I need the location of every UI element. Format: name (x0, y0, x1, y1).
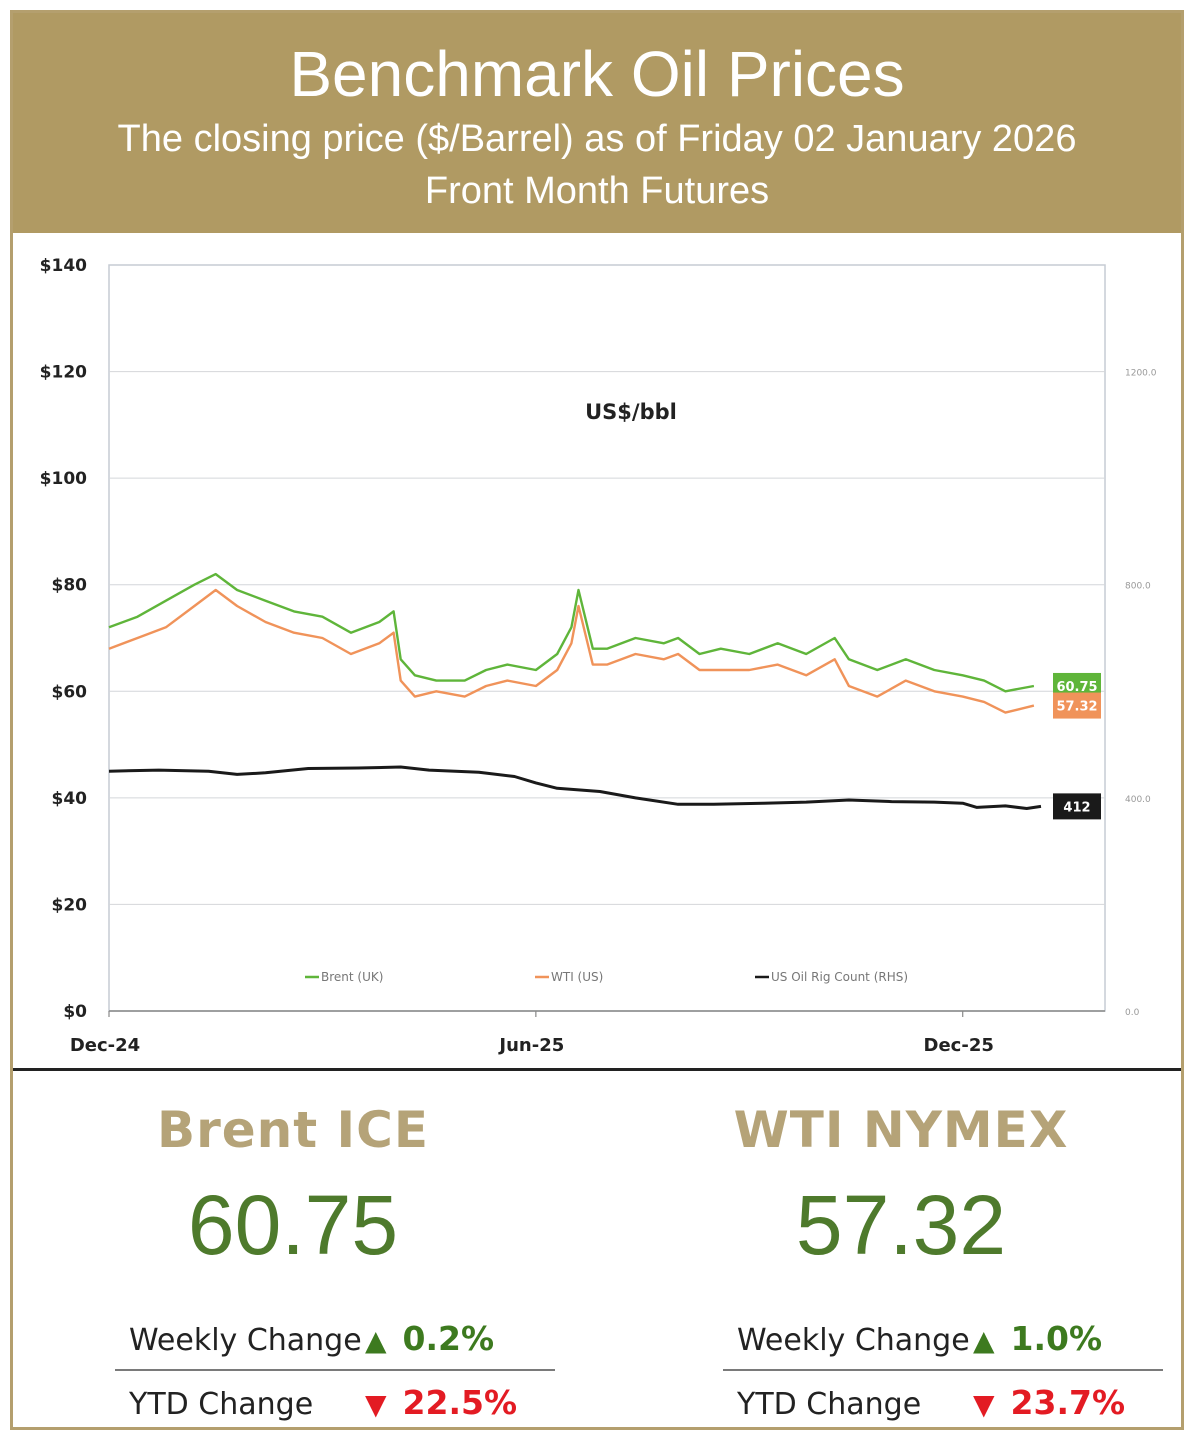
brent-series-line (108, 572, 1035, 693)
brent-ytd-label: YTD Change (129, 1387, 314, 1422)
brent-panel-value: 60.75 (187, 1178, 399, 1272)
down-arrow-icon: ▼ (365, 1388, 387, 1421)
y-tick-label: $0 (63, 1002, 87, 1022)
x-tick-label: Dec-25 (924, 1035, 994, 1056)
brent-weekly-row: Weekly Change ▲ 0.2% (115, 1313, 555, 1371)
wti-ytd-value: 23.7% (1010, 1383, 1126, 1422)
y-tick-label: $60 (52, 682, 88, 702)
wti-legend-label: WTI (US) (551, 970, 603, 984)
x-tick-label: Dec-24 (70, 1035, 140, 1056)
y-tick-label: $120 (40, 363, 87, 383)
brent-ytd-value: 22.5% (402, 1383, 518, 1422)
wti-weekly-row: Weekly Change ▲ 1.0% (723, 1313, 1163, 1371)
page-title: Benchmark Oil Prices (289, 38, 905, 110)
wti-ytd-change: ▼ 23.7% (973, 1383, 1125, 1422)
wti-end-label: 57.32 (1056, 700, 1097, 715)
brent-panel: Brent ICE 60.75 Weekly Change ▲ 0.2% YTD … (33, 1081, 555, 1422)
rig-count-end-label: 412 (1063, 800, 1090, 815)
section-divider (13, 1068, 1181, 1071)
y-tick-label: $80 (52, 576, 88, 596)
rig-count-series-line (108, 765, 1042, 810)
brent-ytd-change: ▼ 22.5% (365, 1383, 517, 1422)
wti-panel-value: 57.32 (795, 1178, 1007, 1272)
y-tick-label: $20 (52, 895, 88, 915)
infographic-frame: Benchmark Oil Prices The closing price (… (10, 10, 1184, 1430)
x-tick-label: Jun-25 (497, 1035, 564, 1056)
brent-panel-title: Brent ICE (156, 1101, 430, 1159)
brent-weekly-value: 0.2% (402, 1319, 495, 1358)
wti-weekly-change: ▲ 1.0% (973, 1319, 1102, 1358)
y2-tick-label: 1200.0 (1125, 369, 1157, 379)
price-chart: $0 $20 $40 $60 $80 $100 $120 $140 0.0 400.0 800.0 1… (13, 235, 1181, 1067)
y2-tick-label: 0.0 (1125, 1008, 1140, 1018)
down-arrow-icon: ▼ (973, 1388, 995, 1421)
brent-weekly-change: ▲ 0.2% (365, 1319, 494, 1358)
y-tick-label: $100 (40, 469, 87, 489)
y-tick-label: $40 (52, 789, 88, 809)
y2-tick-label: 800.0 (1125, 582, 1151, 592)
wti-weekly-value: 1.0% (1010, 1319, 1103, 1358)
plot-area-border (108, 264, 1106, 1012)
brent-end-label: 60.75 (1056, 680, 1097, 695)
wti-end-label-box (1053, 692, 1101, 719)
brent-ytd-row: YTD Change ▼ 22.5% (115, 1377, 555, 1433)
up-arrow-icon: ▲ (973, 1324, 995, 1357)
wti-panel-title: WTI NYMEX (733, 1101, 1069, 1159)
brent-legend-label: Brent (UK) (321, 970, 383, 984)
up-arrow-icon: ▲ (365, 1324, 387, 1357)
y-tick-label: $140 (40, 256, 87, 276)
wti-series-line (108, 588, 1035, 714)
brent-weekly-label: Weekly Change (129, 1323, 362, 1358)
chart-title: US$/bbl (585, 400, 677, 424)
wti-panel: WTI NYMEX 57.32 Weekly Change ▲ 1.0% YTD … (641, 1081, 1163, 1422)
wti-ytd-row: YTD Change ▼ 23.7% (723, 1377, 1163, 1433)
rig-count-legend-label: US Oil Rig Count (RHS) (771, 970, 908, 984)
y2-tick-label: 400.0 (1125, 795, 1151, 805)
wti-weekly-label: Weekly Change (737, 1323, 970, 1358)
page-subtitle: The closing price ($/Barrel) as of Frida… (117, 118, 1077, 160)
page-subtitle-2: Front Month Futures (424, 170, 770, 212)
rig-count-end-label-box (1053, 793, 1101, 820)
chart-canvas: $0 $20 $40 $60 $80 $100 $120 $140 0.0 400.0 800.0 1… (40, 256, 1157, 1056)
wti-ytd-label: YTD Change (737, 1387, 922, 1422)
header-banner: Benchmark Oil Prices The closing price (… (13, 13, 1181, 233)
